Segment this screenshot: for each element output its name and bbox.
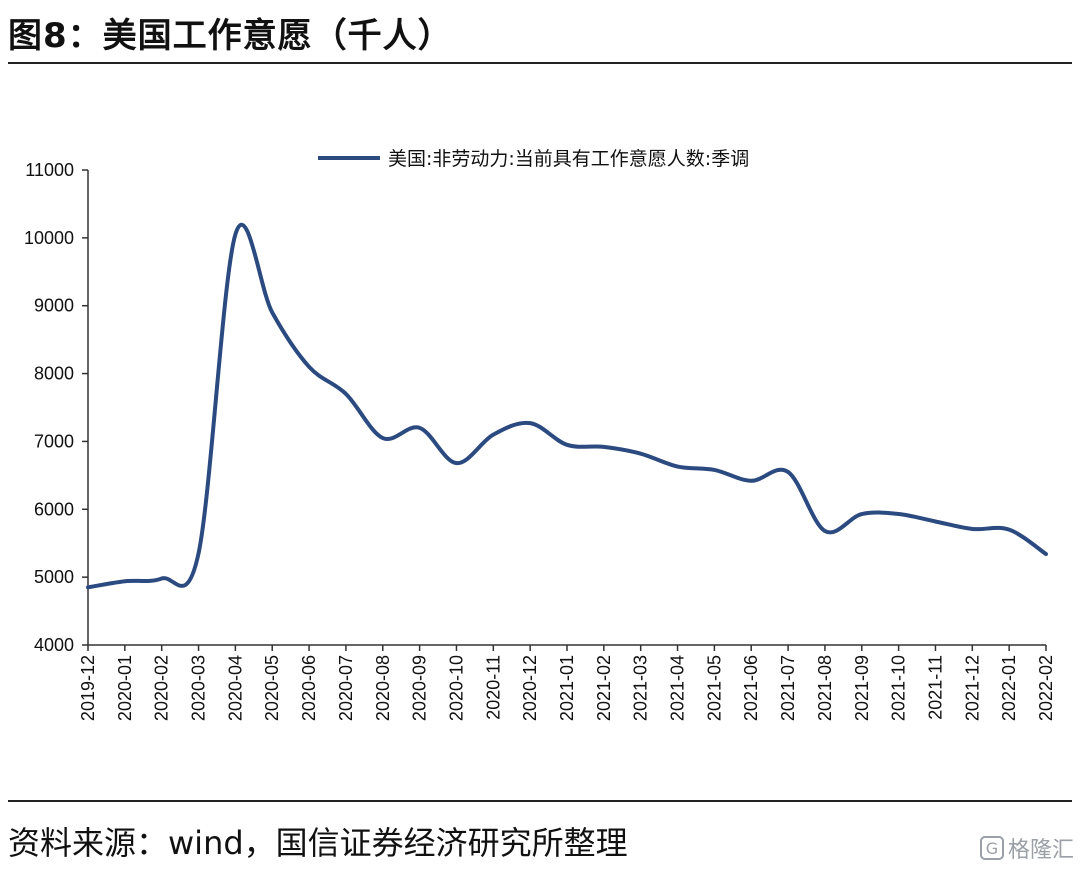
- watermark-text: 格隆汇: [1007, 838, 1074, 863]
- x-axis-ticks: 2019-12 2020-01 2020-02 2020-03 2020-04 2020-…: [78, 645, 1056, 721]
- line-chart: 4000 5000 6000 7000 8000 9000 10000 11000 2019-…: [24, 148, 1056, 721]
- x-tick-label: 2020-06: [299, 655, 319, 721]
- x-tick-label: 2020-09: [410, 655, 430, 721]
- y-tick-label: 6000: [34, 499, 74, 519]
- x-tick-label: 2020-05: [262, 655, 282, 721]
- x-tick-label: 2021-06: [741, 655, 761, 721]
- x-tick-label: 2021-05: [704, 655, 724, 721]
- watermark: G 格隆汇: [979, 832, 1074, 864]
- watermark-logo-icon: G: [979, 836, 1004, 860]
- x-tick-label: 2020-10: [446, 655, 466, 721]
- x-tick-label: 2020-04: [225, 655, 245, 721]
- top-divider: [8, 62, 1072, 64]
- y-tick-label: 9000: [34, 296, 74, 316]
- source-note: 资料来源：wind，国信证券经济研究所整理: [8, 824, 628, 862]
- y-tick-label: 11000: [25, 160, 74, 180]
- x-tick-label: 2020-07: [336, 655, 356, 721]
- x-tick-label: 2020-12: [520, 655, 540, 721]
- series-line: [86, 222, 1048, 590]
- series-lines: [86, 222, 1048, 590]
- y-tick-label: 8000: [34, 364, 74, 384]
- x-tick-label: 2021-12: [962, 655, 982, 721]
- x-tick-label: 2021-07: [778, 655, 798, 721]
- figure-title: 图8：美国工作意愿（千人）: [8, 16, 453, 56]
- x-tick-label: 2022-02: [1036, 655, 1056, 721]
- x-tick-label: 2021-04: [668, 655, 688, 721]
- x-tick-label: 2019-12: [78, 655, 98, 721]
- x-tick-label: 2021-03: [631, 655, 651, 721]
- y-tick-label: 4000: [34, 635, 74, 655]
- y-axis-ticks: 4000 5000 6000 7000 8000 9000 10000 11000: [24, 160, 88, 655]
- y-tick-label: 7000: [34, 431, 74, 451]
- x-tick-label: 2021-10: [889, 655, 909, 721]
- x-tick-label: 2020-02: [152, 655, 172, 721]
- legend: 美国:非劳动力:当前具有工作意愿人数:季调: [318, 148, 749, 170]
- x-tick-label: 2020-03: [189, 655, 209, 721]
- x-tick-label: 2022-01: [999, 655, 1019, 721]
- x-tick-label: 2020-01: [115, 655, 135, 721]
- x-tick-label: 2020-08: [373, 655, 393, 721]
- y-tick-label: 5000: [34, 567, 74, 587]
- x-tick-label: 2021-02: [594, 655, 614, 721]
- x-tick-label: 2021-09: [852, 655, 872, 721]
- y-tick-label: 10000: [24, 228, 74, 248]
- x-tick-label: 2021-11: [925, 655, 945, 720]
- x-tick-label: 2021-08: [815, 655, 835, 721]
- x-tick-label: 2020-11: [483, 655, 503, 720]
- legend-label: 美国:非劳动力:当前具有工作意愿人数:季调: [388, 148, 749, 170]
- x-tick-label: 2021-01: [557, 655, 577, 721]
- bottom-divider: [8, 800, 1072, 802]
